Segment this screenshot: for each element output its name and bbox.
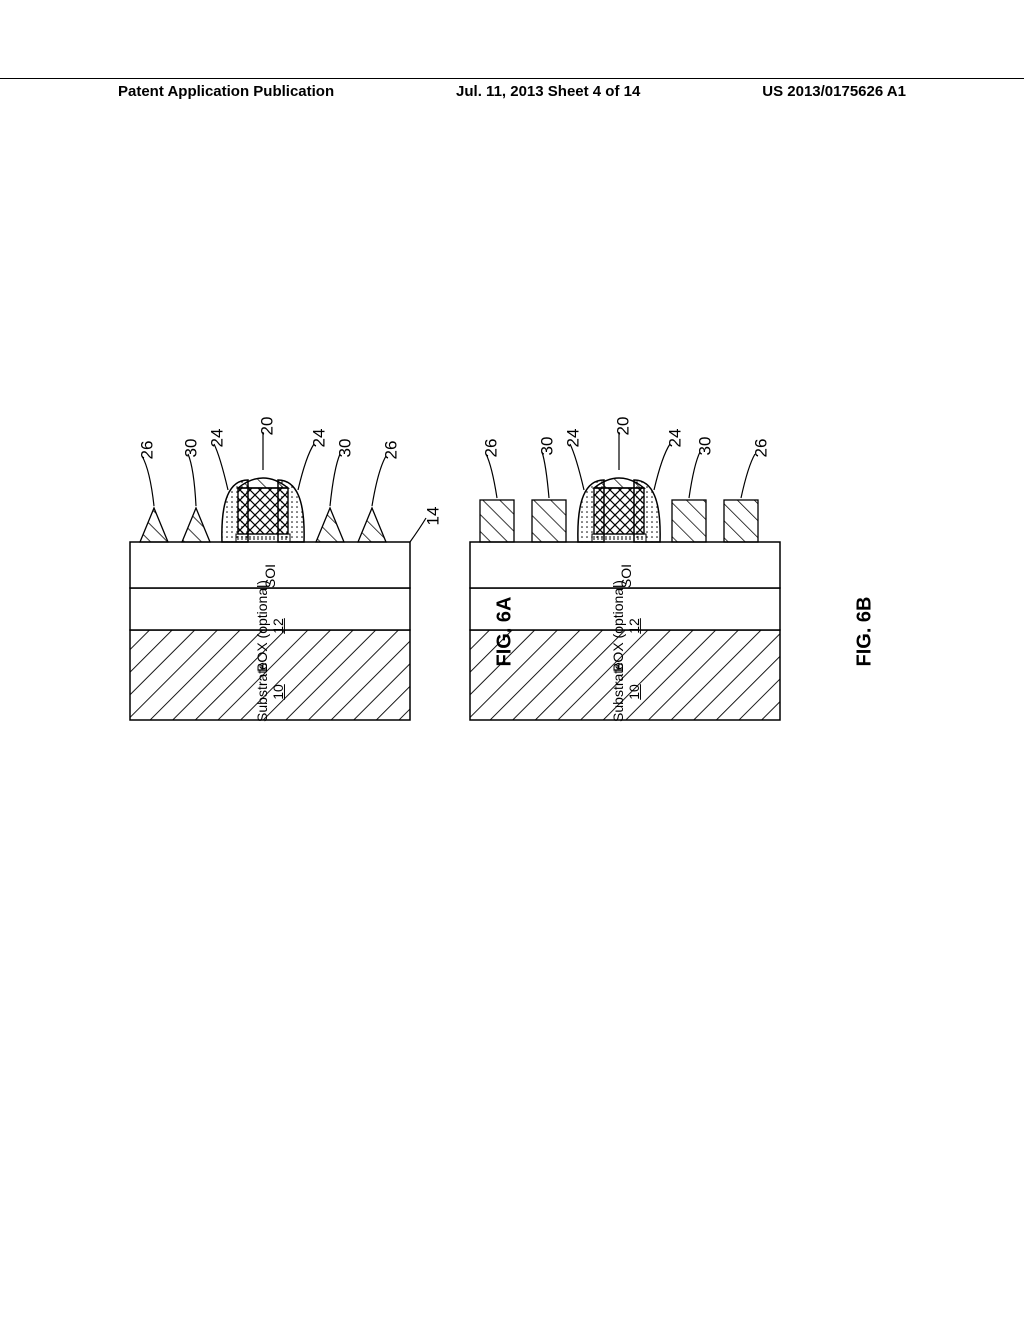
substrate-label-b: Substrate10 — [610, 662, 642, 722]
callout-14-a: 14 — [423, 507, 443, 526]
callout-20-a: 20 — [257, 417, 277, 436]
page-header: Patent Application Publication Jul. 11, … — [0, 78, 1024, 102]
callout-24-b-right: 24 — [665, 429, 685, 448]
box-label-b: BOX (optional)12 — [610, 580, 642, 672]
figures-container: FIG. 6A 26 30 24 20 24 30 26 14 SOI BOX … — [120, 240, 904, 840]
callout-30-b-left: 30 — [537, 437, 557, 456]
callout-26-a-right: 26 — [381, 441, 401, 460]
callout-30-a-left: 30 — [181, 439, 201, 458]
callout-24-b-left: 24 — [563, 429, 583, 448]
callout-24-a-right: 24 — [309, 429, 329, 448]
callout-20-b: 20 — [613, 417, 633, 436]
callout-26-b-right: 26 — [751, 439, 771, 458]
fig-6b-label: FIG. 6B — [854, 596, 877, 666]
callout-26-a-left: 26 — [137, 441, 157, 460]
header-left: Patent Application Publication — [118, 83, 334, 100]
box-label-a: BOX (optional)12 — [254, 580, 286, 672]
callout-30-a-right: 30 — [335, 439, 355, 458]
header-right: US 2013/0175626 A1 — [762, 83, 906, 100]
substrate-label-a: Substrate10 — [254, 662, 286, 722]
header-center: Jul. 11, 2013 Sheet 4 of 14 — [456, 83, 640, 100]
callout-30-b-right: 30 — [695, 437, 715, 456]
callout-24-a-left: 24 — [207, 429, 227, 448]
fig-6a-label: FIG. 6A — [494, 596, 517, 666]
callout-26-b-left: 26 — [481, 439, 501, 458]
